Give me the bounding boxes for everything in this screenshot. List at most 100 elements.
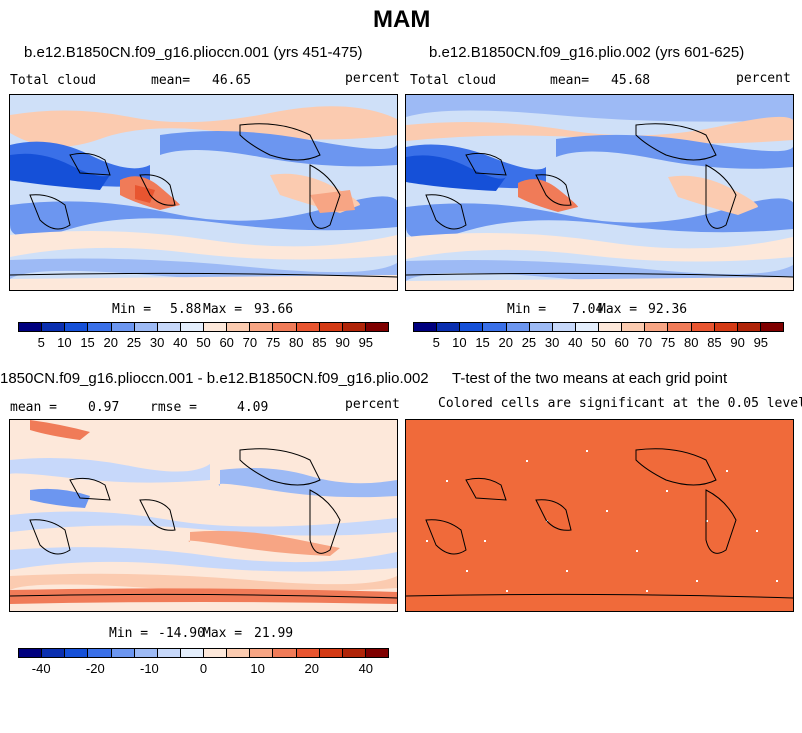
colorbar-swatch (342, 649, 366, 657)
colorbar-swatch (42, 649, 66, 657)
colorbar-swatch (552, 323, 576, 331)
colorbar-tick-label: 40 (568, 335, 583, 350)
colorbar-swatch (760, 323, 783, 331)
colorbar-tick-label: 50 (196, 335, 211, 350)
colorbar-tick-label: -40 (31, 661, 51, 676)
colorbar-swatch (414, 323, 438, 331)
panel3-rmse-label: rmse = (150, 400, 197, 415)
colorbar-swatch (668, 323, 692, 331)
panel1-variable-label: Total cloud (10, 73, 97, 88)
panel4-heading: T-test of the two means at each grid poi… (452, 370, 728, 387)
panel2-units: percent (736, 71, 791, 86)
panel2-heading: b.e12.B1850CN.f09_g16.plio.002 (yrs 601-… (429, 44, 745, 61)
colorbar-swatch (227, 649, 251, 657)
colorbar-swatch (134, 649, 158, 657)
colorbar-swatch (737, 323, 761, 331)
panel1-min-value: 5.88 (170, 302, 202, 317)
colorbar-swatch (622, 323, 646, 331)
colorbar-tick-label: 25 (521, 335, 537, 350)
colorbar-swatch (273, 323, 297, 331)
colorbar-swatch (599, 323, 623, 331)
panel3-min-value: -14.90 (158, 626, 205, 641)
colorbar-tick-label: 70 (637, 335, 653, 350)
panel3-map (9, 419, 398, 612)
panel1-colorbar-ticks: 5 10 15 20 25 30 40 50 60 70 75 80 85 90 95 (18, 335, 389, 351)
panel1-min-label: Min = (112, 302, 152, 317)
colorbar-swatch (529, 323, 553, 331)
colorbar-swatch (437, 323, 461, 331)
colorbar-swatch (204, 323, 228, 331)
panel3-mean-label: mean = (10, 400, 57, 415)
colorbar-tick-label: 5 (432, 335, 440, 350)
panel3-min-label: Min = (109, 626, 149, 641)
panel1-colorbar (18, 322, 389, 332)
colorbar-tick-label: 30 (544, 335, 560, 350)
panel1-map (9, 94, 398, 291)
panel3-rmse-value: 4.09 (237, 400, 269, 415)
panel3-colorbar-ticks: -40 -20 -10 0 10 20 40 (18, 661, 389, 677)
colorbar-tick-label: 10 (452, 335, 467, 350)
colorbar-tick-label: 25 (126, 335, 142, 350)
colorbar-tick-label: 85 (312, 335, 327, 350)
panel3-max-value: 21.99 (254, 626, 294, 641)
colorbar-tick-label: 15 (80, 335, 95, 350)
colorbar-tick-label: 90 (730, 335, 745, 350)
panel3-heading: 1850CN.f09_g16.pliocсn.001 - b.e12.B1850… (0, 370, 429, 387)
colorbar-tick-label: 60 (219, 335, 234, 350)
colorbar-swatch (483, 323, 507, 331)
colorbar-swatch (65, 649, 89, 657)
colorbar-tick-label: 20 (498, 335, 513, 350)
colorbar-swatch (319, 323, 343, 331)
colorbar-tick-label: 95 (358, 335, 374, 350)
colorbar-tick-label: 40 (173, 335, 188, 350)
colorbar-swatch (88, 649, 112, 657)
colorbar-swatch (273, 649, 297, 657)
colorbar-swatch (180, 323, 204, 331)
panel2-max-value: 92.36 (648, 302, 688, 317)
colorbar-swatch (691, 323, 715, 331)
colorbar-tick-label: 40 (358, 661, 374, 676)
colorbar-swatch (134, 323, 158, 331)
colorbar-tick-label: 80 (289, 335, 304, 350)
panel2-mean-label: mean= (550, 73, 590, 88)
colorbar-swatch (111, 323, 135, 331)
colorbar-swatch (342, 323, 366, 331)
panel3-units: percent (345, 397, 400, 412)
colorbar-tick-label: 95 (753, 335, 769, 350)
panel1-units: percent (345, 71, 400, 86)
colorbar-tick-label: 20 (103, 335, 118, 350)
colorbar-swatch (365, 323, 388, 331)
colorbar-tick-label: 75 (660, 335, 676, 350)
colorbar-swatch (157, 323, 181, 331)
colorbar-swatch (506, 323, 530, 331)
colorbar-swatch (365, 649, 388, 657)
colorbar-tick-label: 10 (250, 661, 265, 676)
colorbar-tick-label: 70 (242, 335, 258, 350)
colorbar-tick-label: 50 (591, 335, 606, 350)
colorbar-swatch (204, 649, 228, 657)
colorbar-swatch (319, 649, 343, 657)
panel1-max-label: Max = (203, 302, 243, 317)
colorbar-tick-label: 30 (149, 335, 165, 350)
colorbar-swatch (296, 649, 320, 657)
panel2-max-label: Max = (598, 302, 638, 317)
colorbar-swatch (227, 323, 251, 331)
colorbar-tick-label: 75 (265, 335, 281, 350)
colorbar-tick-label: -10 (139, 661, 159, 676)
panel3-max-label: Max = (203, 626, 243, 641)
colorbar-tick-label: -20 (85, 661, 105, 676)
panel2-map (405, 94, 794, 291)
colorbar-tick-label: 5 (37, 335, 45, 350)
panel1-heading: b.e12.B1850CN.f09_g16.pliocсn.001 (yrs 4… (24, 44, 363, 61)
colorbar-swatch (157, 649, 181, 657)
panel2-min-value: 7.04 (572, 302, 604, 317)
panel4-subheading: Colored cells are significant at the 0.0… (438, 396, 802, 411)
colorbar-swatch (575, 323, 599, 331)
colorbar-tick-label: 90 (335, 335, 350, 350)
colorbar-tick-label: 85 (707, 335, 722, 350)
panel1-mean-label: mean= (151, 73, 191, 88)
page-title: MAM (373, 6, 431, 33)
colorbar-swatch (42, 323, 66, 331)
panel3-colorbar (18, 648, 389, 658)
panel2-mean-value: 45.68 (611, 73, 651, 88)
